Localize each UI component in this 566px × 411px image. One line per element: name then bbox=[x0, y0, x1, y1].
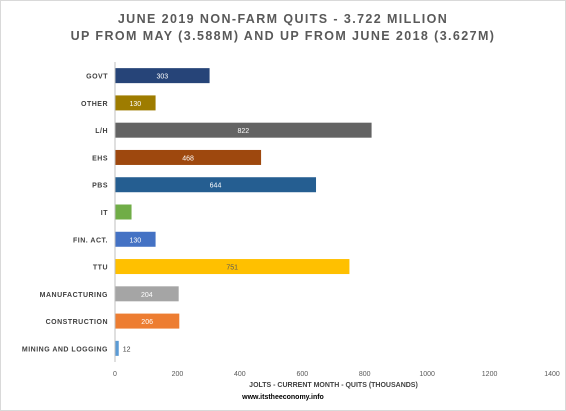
x-tick-label: 0 bbox=[113, 371, 117, 378]
source-text: www.itstheeconomy.info bbox=[242, 394, 324, 401]
data-label: 204 bbox=[141, 292, 153, 299]
category-label: CONSTRUCTION bbox=[46, 319, 108, 326]
chart-title: JUNE 2019 NON-FARM QUITS - 3.722 MILLION bbox=[117, 12, 449, 26]
bars-group: 303 130 822 468 644 53 130 751 204 206 12 bbox=[115, 68, 372, 356]
data-label: 822 bbox=[237, 128, 249, 135]
axes-group: GOVT OTHER L/H EHS PBS IT FIN. ACT. TTU MANUFACT… bbox=[22, 62, 560, 389]
bar bbox=[115, 149, 262, 165]
data-label: 751 bbox=[226, 265, 238, 272]
category-label: OTHER bbox=[81, 101, 108, 108]
x-tick-label: 400 bbox=[234, 371, 246, 378]
data-label: 468 bbox=[182, 155, 194, 162]
category-label: TTU bbox=[93, 265, 108, 272]
x-axis-title: JOLTS - CURRENT MONTH - QUITS (THOUSANDS… bbox=[249, 382, 418, 389]
category-label: MANUFACTURING bbox=[40, 292, 108, 299]
category-label: MINING AND LOGGING bbox=[22, 346, 108, 353]
bar bbox=[115, 204, 132, 220]
chart-subtitle: UP FROM MAY (3.588M) AND UP FROM JUNE 20… bbox=[70, 29, 496, 43]
data-label: 12 bbox=[123, 346, 131, 353]
bar bbox=[115, 95, 156, 111]
category-label: L/H bbox=[95, 128, 108, 135]
x-tick-label: 800 bbox=[359, 371, 371, 378]
data-label: 130 bbox=[129, 101, 141, 108]
data-label: 206 bbox=[141, 319, 153, 326]
x-tick-label: 1000 bbox=[419, 371, 435, 378]
data-label: 53 bbox=[136, 210, 144, 217]
bar bbox=[115, 340, 119, 356]
category-label: FIN. ACT. bbox=[73, 237, 108, 244]
bar bbox=[115, 286, 179, 302]
data-label: 303 bbox=[156, 74, 168, 81]
x-tick-label: 1200 bbox=[482, 371, 498, 378]
x-tick-label: 600 bbox=[296, 371, 308, 378]
category-label: PBS bbox=[92, 183, 108, 190]
bar bbox=[115, 68, 210, 84]
bar bbox=[115, 259, 350, 275]
bar bbox=[115, 122, 372, 138]
x-tick-label: 1400 bbox=[544, 371, 560, 378]
bar bbox=[115, 313, 180, 329]
data-label: 130 bbox=[129, 237, 141, 244]
category-label: EHS bbox=[92, 155, 108, 162]
bar bbox=[115, 231, 156, 247]
category-label: GOVT bbox=[86, 74, 108, 81]
x-tick-label: 200 bbox=[172, 371, 184, 378]
category-label: IT bbox=[101, 210, 108, 217]
data-label: 644 bbox=[210, 183, 222, 190]
bar bbox=[115, 177, 317, 193]
